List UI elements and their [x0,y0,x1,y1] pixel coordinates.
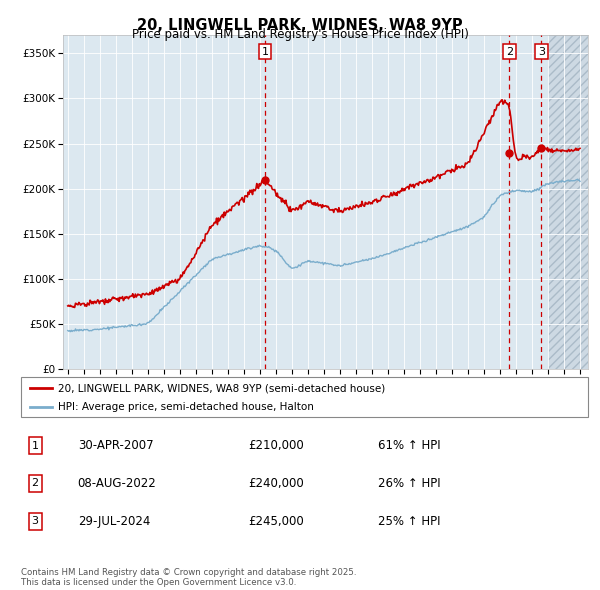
Text: £245,000: £245,000 [248,515,304,528]
Text: 1: 1 [262,47,269,57]
Text: 2: 2 [506,47,513,57]
Text: 1: 1 [32,441,38,451]
Text: 20, LINGWELL PARK, WIDNES, WA8 9YP (semi-detached house): 20, LINGWELL PARK, WIDNES, WA8 9YP (semi… [58,384,385,394]
Text: £240,000: £240,000 [248,477,304,490]
Text: 3: 3 [32,516,38,526]
Text: 30-APR-2007: 30-APR-2007 [78,439,154,452]
Text: Contains HM Land Registry data © Crown copyright and database right 2025.
This d: Contains HM Land Registry data © Crown c… [21,568,356,587]
Text: 2: 2 [32,478,39,489]
Text: 3: 3 [538,47,545,57]
Text: HPI: Average price, semi-detached house, Halton: HPI: Average price, semi-detached house,… [58,402,314,412]
Text: 61% ↑ HPI: 61% ↑ HPI [378,439,441,452]
Bar [548,35,588,369]
Text: 08-AUG-2022: 08-AUG-2022 [78,477,157,490]
Text: Price paid vs. HM Land Registry's House Price Index (HPI): Price paid vs. HM Land Registry's House … [131,28,469,41]
Text: 29-JUL-2024: 29-JUL-2024 [78,515,150,528]
FancyBboxPatch shape [21,377,588,417]
Bar [548,35,588,369]
Text: 26% ↑ HPI: 26% ↑ HPI [378,477,441,490]
Text: 25% ↑ HPI: 25% ↑ HPI [378,515,441,528]
Text: 20, LINGWELL PARK, WIDNES, WA8 9YP: 20, LINGWELL PARK, WIDNES, WA8 9YP [137,18,463,32]
Text: £210,000: £210,000 [248,439,304,452]
